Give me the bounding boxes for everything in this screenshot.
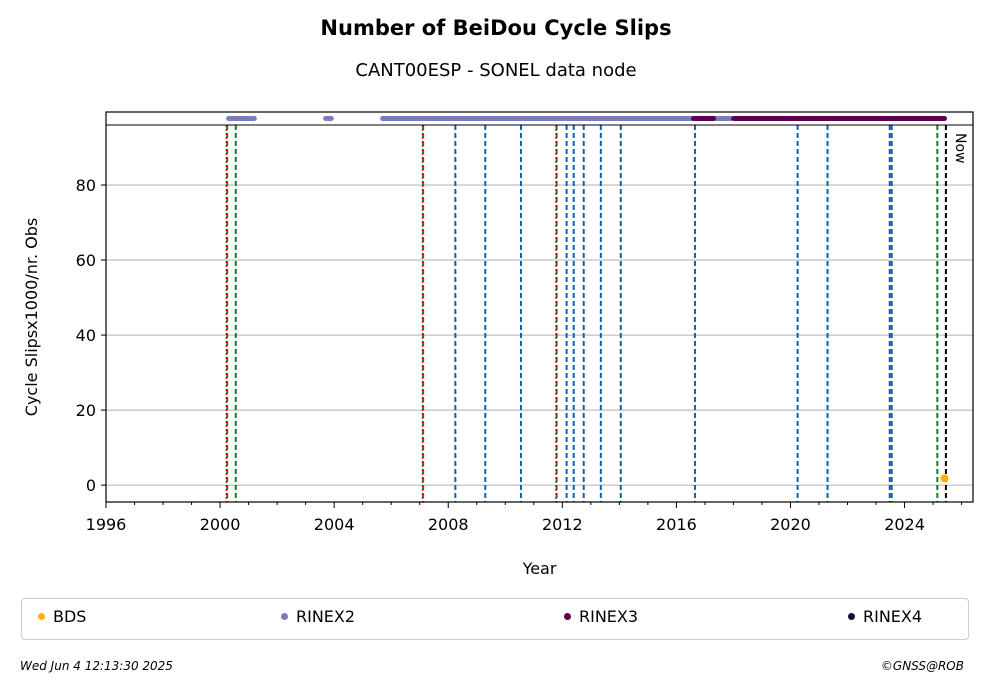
x-tick-label: 2008 [428,515,469,534]
event-lines [225,125,947,502]
plot-frame [105,111,974,503]
copyright: ©GNSS@ROB [880,659,964,673]
chart-subtitle: CANT00ESP - SONEL data node [355,60,637,81]
legend-marker-bds [38,613,45,620]
y-tick-label: 20 [76,401,96,420]
data-point-bds [940,474,949,483]
y-tick-label: 40 [76,326,96,345]
x-axis-label: Year [522,559,557,578]
legend-item-bds: BDS [38,607,86,626]
legend-label-rinex3: RINEX3 [579,607,639,626]
axis-ticks: 0 20 40 60 80 1996 2000 2004 2008 2012 2016 2020 202… [76,176,963,534]
legend-label-bds: BDS [53,607,87,626]
legend-marker-rinex2 [281,613,288,620]
now-label: Now [952,133,968,164]
chart-title: Number of BeiDou Cycle Slips [320,16,672,40]
x-tick-label: 2020 [770,515,811,534]
y-tick-label: 60 [76,251,96,270]
x-tick-label: 2012 [542,515,583,534]
timestamp: Wed Jun 4 12:13:30 2025 [20,659,173,673]
x-tick-label: 2000 [200,515,241,534]
y-tick-label: 0 [86,476,96,495]
x-tick-label: 2004 [314,515,355,534]
x-tick-label: 1996 [86,515,127,534]
legend-label-rinex4: RINEX4 [863,607,923,626]
legend: BDS RINEX2 RINEX3 RINEX4 [21,598,969,640]
y-tick-label: 80 [76,176,96,195]
legend-marker-rinex4 [848,613,855,620]
legend-marker-rinex3 [564,613,571,620]
legend-item-rinex4: RINEX4 [848,607,922,626]
x-tick-label: 2016 [656,515,697,534]
y-axis-label: Cycle Slipsx1000/nr. Obs [22,218,41,416]
legend-item-rinex2: RINEX2 [281,607,355,626]
data-points [940,474,949,483]
x-tick-label: 2024 [884,515,925,534]
legend-label-rinex2: RINEX2 [296,607,356,626]
legend-item-rinex3: RINEX3 [564,607,638,626]
